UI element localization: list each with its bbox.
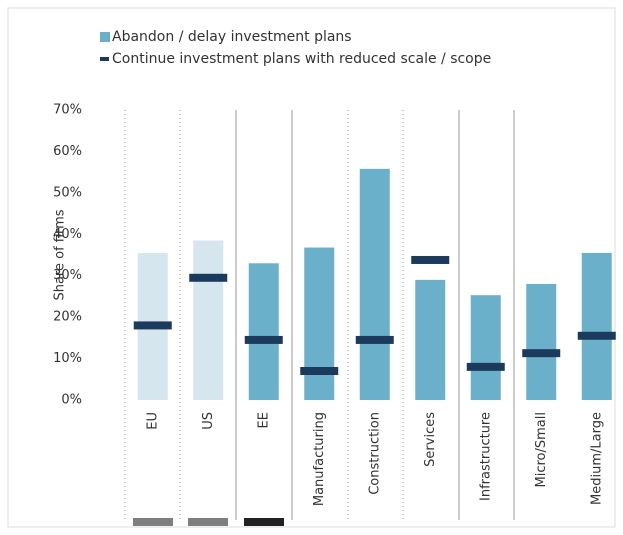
group-tag <box>188 518 228 526</box>
y-tick-label: 60% <box>53 144 82 159</box>
y-tick-label: 70% <box>53 103 82 118</box>
y-axis-title: Share of firms <box>53 209 68 300</box>
x-tick-label: EU <box>145 412 160 430</box>
group-tag <box>244 518 284 526</box>
bar <box>526 284 557 400</box>
x-tick-label: Infrastructure <box>478 412 493 501</box>
legend-label: Abandon / delay investment plans <box>112 29 352 45</box>
legend-label: Continue investment plans with reduced s… <box>112 51 491 67</box>
bar <box>359 168 390 400</box>
dash-marker <box>522 349 561 358</box>
group-tag <box>133 518 173 526</box>
x-tick-label: Construction <box>367 412 382 495</box>
y-tick-label: 40% <box>53 227 82 242</box>
dash-marker <box>577 331 616 340</box>
dash-marker <box>189 273 228 282</box>
x-tick-label: Medium/Large <box>589 412 604 505</box>
bar <box>248 263 279 400</box>
legend-marker <box>100 57 109 61</box>
y-tick-label: 20% <box>53 310 82 325</box>
x-tick-label: Manufacturing <box>312 412 327 506</box>
bar <box>304 247 335 400</box>
dash-marker <box>466 362 505 371</box>
y-tick-label: 0% <box>61 393 82 408</box>
bar <box>415 279 446 400</box>
y-tick-label: 50% <box>53 185 82 200</box>
dash-marker <box>355 335 394 344</box>
dash-marker <box>133 321 172 330</box>
dash-marker <box>411 255 450 264</box>
x-tick-label: Micro/Small <box>534 412 549 487</box>
y-tick-label: 10% <box>53 351 82 366</box>
legend-marker <box>100 32 110 42</box>
dash-marker <box>244 335 283 344</box>
bar <box>470 295 501 400</box>
bar <box>193 240 224 400</box>
x-tick-label: US <box>201 412 216 430</box>
x-tick-label: EE <box>256 412 271 428</box>
dash-marker <box>300 367 339 375</box>
bar <box>581 252 612 400</box>
x-tick-label: Services <box>423 412 438 467</box>
separators <box>124 110 515 520</box>
y-tick-label: 30% <box>53 268 82 283</box>
